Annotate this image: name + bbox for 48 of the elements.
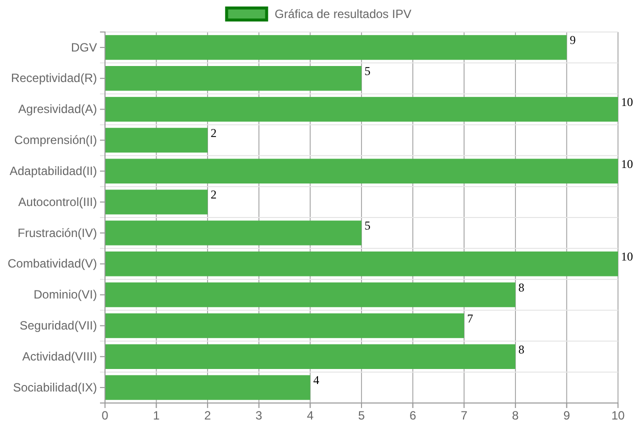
y-tick-label: Frustración(IV): [18, 226, 97, 240]
bar: [105, 220, 362, 246]
y-tick-label: Seguridad(VII): [20, 318, 97, 333]
x-tick-label: 3: [256, 408, 263, 423]
x-tick-label: 10: [611, 408, 625, 423]
data-label: 2: [210, 188, 217, 202]
y-tick-label: Actividad(VIII): [22, 349, 97, 364]
bar: [105, 96, 618, 122]
y-tick-label: Dominio(VI): [34, 288, 97, 302]
x-tick-label: 1: [152, 408, 160, 423]
bar: [105, 375, 310, 400]
data-label: 10: [621, 94, 633, 109]
bar: [105, 190, 208, 214]
x-tick-label: 2: [204, 408, 212, 423]
x-tick-label: 0: [102, 408, 109, 423]
data-label: 8: [518, 280, 524, 294]
data-label: 5: [364, 64, 370, 78]
data-label: 7: [467, 311, 474, 326]
x-tick-label: 9: [563, 408, 570, 423]
y-tick-label: Autocontrol(III): [18, 194, 97, 209]
x-tick-label: 8: [512, 408, 520, 423]
x-tick-label: 6: [409, 408, 416, 423]
data-label: 9: [570, 33, 576, 48]
y-tick-label: Adaptabilidad(II): [10, 164, 97, 178]
data-label: 5: [364, 218, 370, 233]
series-label: Gráfica de resultados IPV: [274, 7, 412, 21]
y-tick-label: Combatividad(V): [8, 256, 97, 271]
bar: [105, 344, 516, 369]
bar: [105, 128, 208, 153]
bar: [105, 35, 567, 60]
data-label: 10: [621, 250, 633, 264]
y-tick-label: Agresividad(A): [18, 102, 97, 116]
data-label: 10: [621, 156, 633, 171]
data-label: 8: [518, 342, 524, 356]
data-label: 4: [313, 373, 320, 388]
y-tick-label: DGV: [70, 40, 97, 54]
bar: [105, 313, 464, 338]
bar: [105, 66, 362, 91]
x-tick-label: 7: [460, 408, 468, 423]
data-label: 2: [210, 126, 217, 140]
y-tick-label: Receptividad(R): [10, 71, 97, 86]
bar: [105, 158, 618, 184]
x-tick-label: 5: [358, 408, 366, 423]
y-tick-label: Sociabilidad(IX): [12, 380, 97, 394]
y-tick-label: Comprensión(I): [14, 133, 97, 148]
x-tick-label: 4: [306, 408, 314, 423]
bar: [105, 282, 516, 308]
bar: [105, 252, 618, 276]
